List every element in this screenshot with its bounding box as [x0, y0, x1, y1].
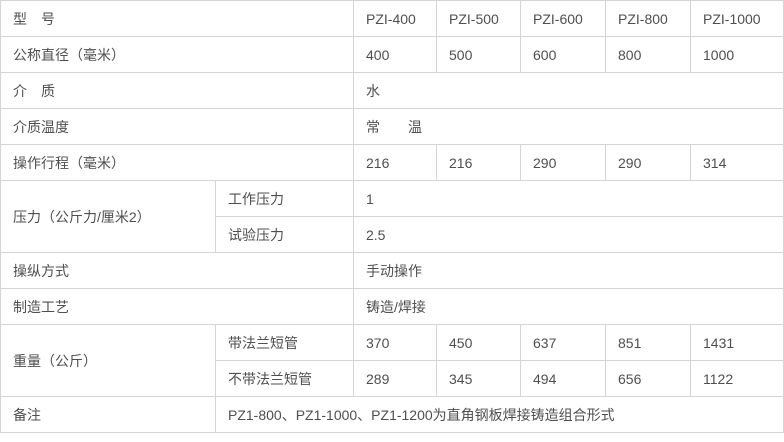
- weight-without-flange-value-cell: 494: [520, 360, 606, 397]
- diameter-value-cell: 400: [353, 36, 437, 73]
- spec-label-remark: 备注: [0, 396, 216, 433]
- model-name-cell: PZI-500: [436, 0, 521, 37]
- weight-with-flange-value-cell: 370: [353, 324, 437, 361]
- stroke-value-cell: 216: [353, 144, 437, 181]
- weight-without-flange-label-cell: 不带法兰短管: [215, 360, 354, 397]
- pressure-working-value-cell: 1: [353, 180, 784, 217]
- stroke-value-cell: 314: [690, 144, 784, 181]
- stroke-value-cell: 290: [520, 144, 606, 181]
- weight-with-flange-value-cell: 450: [436, 324, 521, 361]
- pressure-test-value-cell: 2.5: [353, 216, 784, 253]
- diameter-value-cell: 800: [605, 36, 691, 73]
- row-pressure-test: 试验压力 2.5: [1, 216, 784, 253]
- diameter-value-cell: 600: [520, 36, 606, 73]
- spec-label-weight: 重量（公斤）: [0, 324, 216, 397]
- row-weight-with-flange: 重量（公斤） 带法兰短管 370 450 637 851 1431: [0, 324, 784, 397]
- spec-label-stroke: 操作行程（毫米）: [0, 144, 354, 181]
- diameter-value-cell: 1000: [690, 36, 784, 73]
- row-stroke: 操作行程（毫米） 216 216 290 290 314: [0, 144, 784, 181]
- weight-with-flange-value-cell: 1431: [690, 324, 784, 361]
- weight-with-flange-value-cell: 637: [520, 324, 606, 361]
- row-weight-without-flange: 不带法兰短管 289 345 494 656 1122: [1, 360, 784, 397]
- row-diameter: 公称直径（毫米） 400 500 600 800 1000: [0, 36, 784, 73]
- weight-without-flange-value-cell: 289: [353, 360, 437, 397]
- weight-without-flange-value-cell: 345: [436, 360, 521, 397]
- remark-value-cell: PZ1-800、PZ1-1000、PZ1-1200为直角钢板焊接铸造组合形式: [215, 396, 784, 433]
- row-process: 制造工艺 铸造/焊接: [0, 288, 784, 325]
- process-value-cell: 铸造/焊接: [353, 288, 784, 325]
- row-operation: 操纵方式 手动操作: [0, 252, 784, 289]
- model-name-cell: PZI-400: [353, 0, 437, 37]
- pressure-working-label-cell: 工作压力: [215, 180, 354, 217]
- spec-label-diameter: 公称直径（毫米）: [0, 36, 354, 73]
- row-model: 型 号 PZI-400 PZI-500 PZI-600 PZI-800 PZI-…: [0, 0, 784, 37]
- row-medium-temp: 介质温度 常 温: [0, 108, 784, 145]
- model-name-cell: PZI-1000: [690, 0, 784, 37]
- weight-with-flange-value-cell: 851: [605, 324, 691, 361]
- spec-table: 型 号 PZI-400 PZI-500 PZI-600 PZI-800 PZI-…: [0, 0, 784, 433]
- stroke-value-cell: 290: [605, 144, 691, 181]
- spec-label-medium-temp: 介质温度: [0, 108, 354, 145]
- spec-label-model: 型 号: [0, 0, 354, 37]
- model-name-cell: PZI-800: [605, 0, 691, 37]
- row-medium: 介 质 水: [0, 72, 784, 109]
- medium-temp-value-cell: 常 温: [353, 108, 784, 145]
- row-pressure-working: 压力（公斤力/厘米2） 工作压力 1: [0, 180, 784, 253]
- spec-label-medium: 介 质: [0, 72, 354, 109]
- spec-label-pressure: 压力（公斤力/厘米2）: [0, 180, 216, 253]
- pressure-test-label-cell: 试验压力: [215, 216, 354, 253]
- model-name-cell: PZI-600: [520, 0, 606, 37]
- weight-without-flange-value-cell: 1122: [690, 360, 784, 397]
- weight-without-flange-value-cell: 656: [605, 360, 691, 397]
- operation-value-cell: 手动操作: [353, 252, 784, 289]
- stroke-value-cell: 216: [436, 144, 521, 181]
- spec-label-operation: 操纵方式: [0, 252, 354, 289]
- weight-with-flange-label-cell: 带法兰短管: [215, 324, 354, 361]
- row-remark: 备注 PZ1-800、PZ1-1000、PZ1-1200为直角钢板焊接铸造组合形…: [0, 396, 784, 433]
- spec-label-process: 制造工艺: [0, 288, 354, 325]
- medium-value-cell: 水: [353, 72, 784, 109]
- diameter-value-cell: 500: [436, 36, 521, 73]
